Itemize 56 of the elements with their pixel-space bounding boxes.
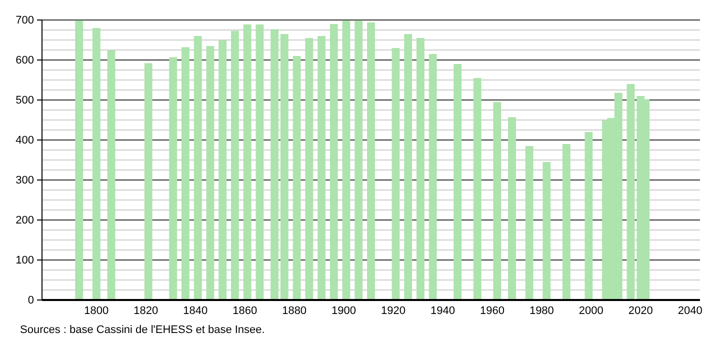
bar xyxy=(404,34,412,300)
bar xyxy=(493,102,502,300)
bar xyxy=(169,57,178,300)
bar xyxy=(292,56,301,300)
x-tick-label: 1840 xyxy=(183,304,208,317)
bar xyxy=(508,117,516,300)
bar xyxy=(182,47,190,300)
y-tick-label: 700 xyxy=(16,14,34,27)
y-tick-label: 600 xyxy=(16,54,34,67)
x-tick-label: 1940 xyxy=(430,304,455,317)
y-tick-label: 0 xyxy=(28,294,34,307)
bar xyxy=(280,34,288,300)
bar xyxy=(525,146,534,300)
y-tick-label: 500 xyxy=(16,94,34,107)
bar xyxy=(107,50,116,300)
bar xyxy=(330,24,338,300)
bar xyxy=(243,24,252,300)
bar xyxy=(230,30,239,300)
x-tick-label: 1900 xyxy=(332,304,356,317)
y-tick-label: 100 xyxy=(16,254,34,267)
x-tick-label: 1960 xyxy=(480,304,504,317)
bar xyxy=(144,63,152,300)
bar xyxy=(392,48,400,300)
y-tick-label: 200 xyxy=(16,214,34,227)
bar xyxy=(416,38,424,300)
x-tick-label: 1920 xyxy=(381,304,406,317)
bar xyxy=(305,38,314,300)
bar xyxy=(354,20,363,300)
bar xyxy=(206,46,214,300)
bar xyxy=(256,24,264,300)
bar xyxy=(562,144,570,300)
x-tick-label: 2000 xyxy=(578,304,604,317)
x-tick-label: 1820 xyxy=(134,304,158,317)
x-tick-label: 1800 xyxy=(84,304,109,317)
bar xyxy=(75,20,84,300)
y-tick-label: 400 xyxy=(16,134,34,147)
bar xyxy=(318,36,326,300)
bar xyxy=(218,40,227,300)
bar xyxy=(270,29,278,300)
y-tick-label: 300 xyxy=(16,174,34,187)
bar xyxy=(92,28,100,300)
bar xyxy=(367,22,375,300)
source-note: Sources : base Cassini de l'EHESS et base Insee. xyxy=(20,324,265,336)
bar xyxy=(584,132,593,300)
bar xyxy=(626,84,635,300)
x-tick-label: 1860 xyxy=(232,304,258,317)
bar xyxy=(428,54,437,300)
bar xyxy=(454,64,462,300)
x-tick-label: 2020 xyxy=(628,304,653,317)
x-tick-label: 1980 xyxy=(529,304,554,317)
x-tick-label: 2040 xyxy=(678,304,702,317)
bar xyxy=(473,78,482,300)
x-tick-label: 1880 xyxy=(282,304,307,317)
bar xyxy=(542,162,551,300)
bar xyxy=(194,36,202,300)
bar xyxy=(342,20,350,300)
